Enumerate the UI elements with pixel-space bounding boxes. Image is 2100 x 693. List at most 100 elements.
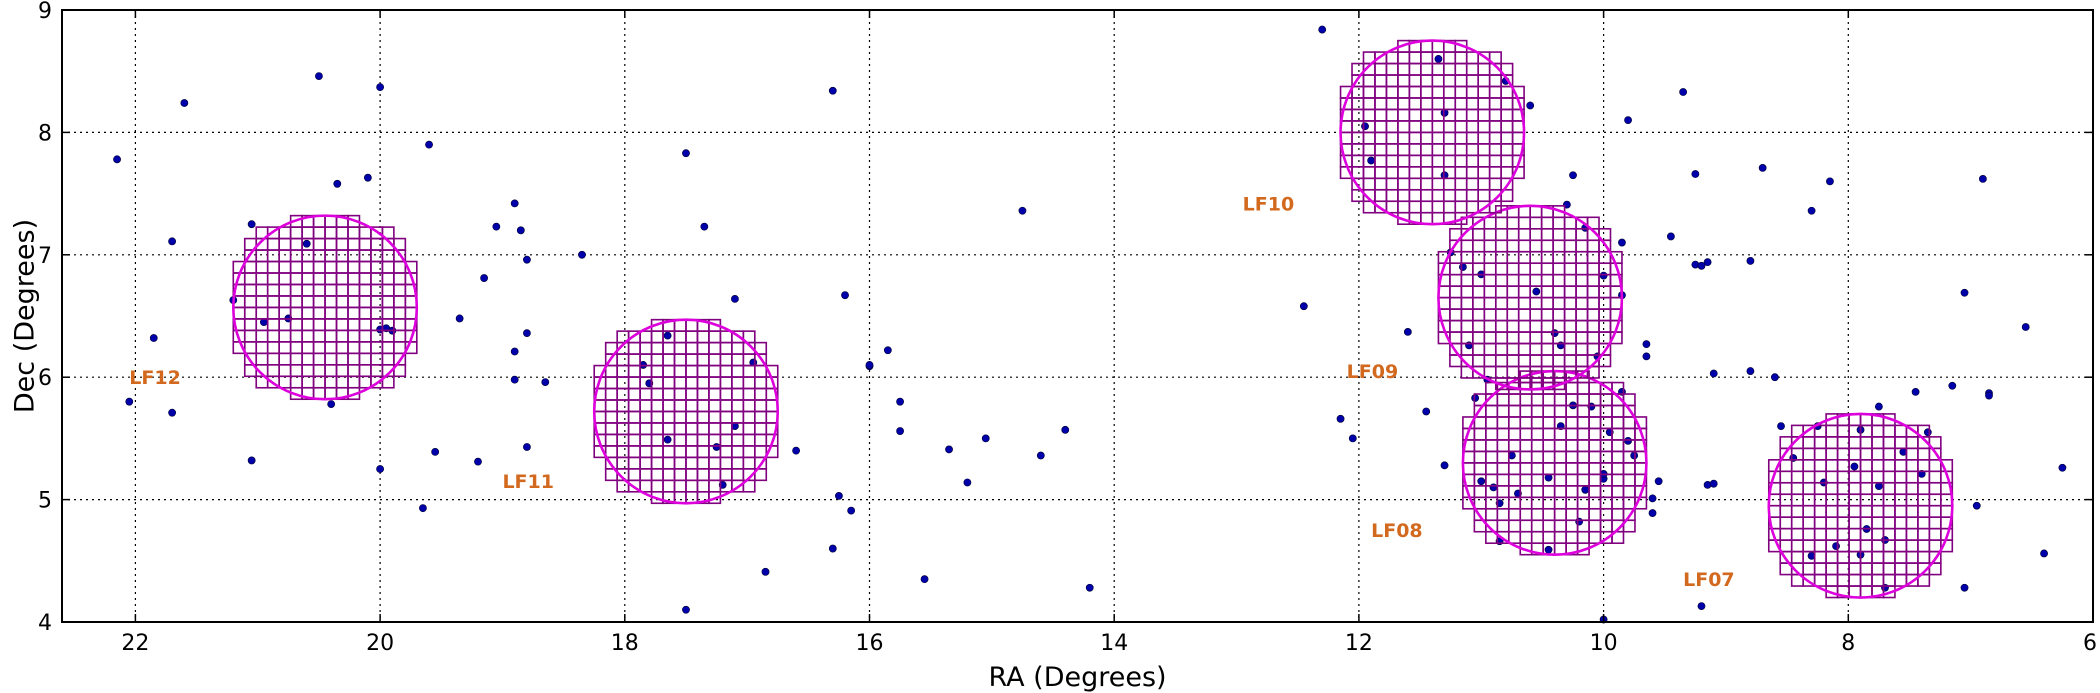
tile-cell — [1563, 285, 1577, 299]
tile-cell — [255, 295, 269, 309]
tile-cell — [347, 306, 361, 320]
data-point — [1599, 271, 1608, 280]
tile-cell — [1871, 436, 1885, 450]
tile-cell — [324, 375, 338, 389]
tile-cell — [1882, 562, 1896, 576]
tile-cell — [1496, 416, 1510, 430]
tile-cell — [1483, 250, 1497, 265]
tile-cell — [1917, 550, 1931, 564]
data-point — [1618, 238, 1626, 247]
tile-cell — [1494, 239, 1509, 253]
tile-cell — [1586, 365, 1600, 379]
tile-cell — [1553, 427, 1567, 441]
data-point — [1348, 434, 1357, 443]
tile-cell — [1540, 216, 1554, 230]
tile-cell — [673, 330, 687, 344]
tile-cell — [1871, 447, 1885, 461]
tile-cell — [1586, 296, 1600, 310]
tile-cell — [719, 376, 733, 390]
data-point — [1758, 163, 1767, 172]
tile-cell — [1905, 447, 1919, 461]
tile-cell — [324, 329, 338, 343]
tile-cell — [1506, 331, 1520, 345]
tile-cell — [335, 226, 349, 240]
tile-cell — [1519, 530, 1533, 545]
axis-ticks: 22 20 18 16 14 12 10 8 6 4 5 6 7 8 9 — [38, 0, 2097, 656]
tile-cell — [1519, 439, 1533, 453]
tile-cell — [1442, 188, 1457, 203]
tile-cell — [1473, 450, 1487, 464]
tile-cell — [1894, 470, 1908, 484]
tile-cell — [1362, 85, 1376, 99]
tile-cell — [1905, 562, 1919, 576]
tile-cell — [255, 329, 269, 343]
tile-cell — [255, 272, 269, 286]
tile-cell — [1836, 481, 1850, 496]
tile-cell — [1507, 519, 1522, 533]
tile-cell — [312, 295, 326, 309]
tile-cell — [1506, 273, 1520, 287]
tile-cell — [1472, 285, 1486, 299]
tile-cell — [1540, 342, 1554, 356]
tile-cell — [1460, 331, 1474, 345]
tile-cell — [1374, 108, 1388, 122]
tile-cell — [1598, 250, 1612, 265]
tile-cell — [243, 329, 258, 343]
tile-cell — [1586, 273, 1600, 287]
tile-cell — [1586, 308, 1600, 322]
tile-cell — [662, 376, 676, 390]
tile-cell — [1599, 485, 1613, 499]
tile-cell — [639, 468, 653, 482]
tile-cell — [1506, 250, 1520, 265]
tile-cell — [1460, 308, 1474, 322]
tile-cell — [1420, 51, 1434, 65]
field-label-lf10: LF10 — [1243, 193, 1295, 215]
field-label-lf08: LF08 — [1371, 520, 1423, 542]
tile-cell — [627, 433, 641, 447]
tile-cell — [1894, 516, 1908, 530]
data-point — [113, 155, 121, 164]
tile-cell — [719, 341, 733, 355]
tile-cell — [393, 306, 407, 320]
tile-cell — [1779, 470, 1793, 484]
data-point — [523, 255, 531, 264]
tile-cell — [696, 479, 710, 493]
tile-cell — [1540, 273, 1554, 287]
tile-cell — [1542, 485, 1556, 499]
tile-cell — [266, 283, 280, 297]
tile-cell — [708, 422, 722, 436]
tile-cell — [1576, 473, 1590, 487]
tile-cell — [1611, 439, 1625, 453]
tile-cell — [650, 364, 664, 378]
tile-cell — [1802, 516, 1816, 530]
tile-cell — [1506, 342, 1520, 356]
data-point — [510, 375, 519, 384]
plot-frame — [61, 9, 2094, 623]
tile-cell — [1859, 573, 1873, 587]
tile-cell — [696, 433, 710, 447]
tile-cell — [1473, 485, 1487, 499]
tile-cell — [1575, 239, 1589, 253]
tile-cell — [673, 341, 687, 355]
tile-cell — [1465, 62, 1479, 76]
tile-cell — [731, 353, 745, 367]
tile-cell — [1894, 539, 1908, 553]
tile-cell — [1496, 462, 1510, 476]
tile-cell — [1473, 416, 1487, 430]
tile-cell — [1517, 250, 1531, 265]
tile-cell — [1905, 459, 1919, 473]
tile-cell — [662, 410, 676, 424]
tile-cell — [1553, 473, 1567, 487]
tile-cell — [604, 364, 618, 378]
tile-cell — [708, 376, 722, 390]
tile-cell — [662, 456, 676, 470]
tile-cell — [243, 341, 258, 355]
tile-cell — [1507, 473, 1522, 487]
tile-cell — [1420, 131, 1434, 145]
tile-cell — [1611, 507, 1625, 522]
tile-cell — [1542, 519, 1556, 533]
tile-cell — [347, 295, 361, 309]
tile-cell — [1483, 354, 1497, 368]
tile-cell — [301, 283, 315, 297]
tile-cell — [685, 468, 699, 482]
